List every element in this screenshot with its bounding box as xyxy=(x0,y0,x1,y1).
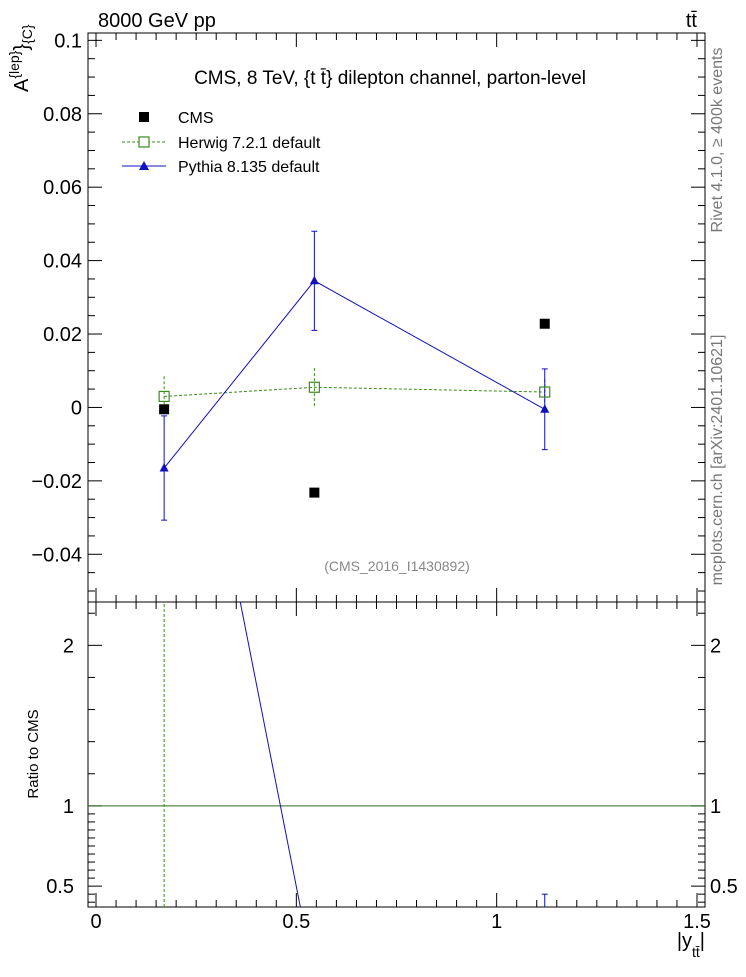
cms-point xyxy=(159,404,170,415)
herwig-point xyxy=(308,381,320,393)
xlabel-end: | xyxy=(700,930,705,952)
xlabel-main: |y xyxy=(677,930,692,952)
plot-title: CMS, 8 TeV, {t t̄} dilepton channel, par… xyxy=(194,68,586,89)
legend: CMS Herwig 7.2.1 default Pythia 8.135 de… xyxy=(122,110,321,176)
main-y-tick-label: 0.06 xyxy=(43,177,82,199)
main-x-ticks xyxy=(95,33,698,602)
legend-marker-herwig xyxy=(138,136,150,148)
herwig-point xyxy=(158,390,170,403)
main-y-tick-label: 0 xyxy=(71,397,82,419)
ratio-y-axis-label: Ratio to CMS xyxy=(25,709,42,798)
main-y-tick-label: −0.02 xyxy=(31,471,82,493)
ylabel-sub2: {C} xyxy=(19,24,35,44)
ratio-pythia-line xyxy=(239,601,301,908)
herwig-point xyxy=(539,386,551,398)
main-y-tick-label: 0.1 xyxy=(54,30,82,52)
cms-point xyxy=(309,487,320,498)
ratio-y-tick-label: 2 xyxy=(63,635,74,657)
herwig-line xyxy=(164,386,545,397)
cms-point xyxy=(539,318,550,329)
x-axis-label: |ytt̄| xyxy=(677,930,705,960)
legend-label-cms: CMS xyxy=(178,110,214,127)
legend-label-herwig: Herwig 7.2.1 default xyxy=(178,135,321,152)
ratio-y-tick-label: 1 xyxy=(63,796,74,818)
svg-text:|ytt̄|: |ytt̄| xyxy=(677,930,705,960)
ylabel-sup: {lep} xyxy=(6,50,22,78)
pythia-point xyxy=(309,275,319,285)
x-tick-label: 0 xyxy=(90,911,101,933)
ratio-frame xyxy=(87,601,706,908)
x-tick-label: 0.5 xyxy=(282,911,310,933)
energy-label: 8000 GeV pp xyxy=(98,10,216,32)
pythia-point xyxy=(159,463,169,472)
x-tick-label: 1.5 xyxy=(683,911,711,933)
legend-label-pythia: Pythia 8.135 default xyxy=(178,159,320,176)
main-y-axis-label: A{lep}}{C} xyxy=(6,24,35,92)
main-y-ticks: −0.04 −0.02 0 0.02 0.04 0.06 0.08 0.1 xyxy=(31,30,705,592)
ratio-plot-area xyxy=(88,601,705,908)
analysis-annotation: (CMS_2016_I1430892) xyxy=(324,558,470,574)
ratio-y-tick-label: 0.5 xyxy=(46,876,74,898)
legend-marker-pythia xyxy=(139,161,149,170)
main-panel: −0.04 −0.02 0 0.02 0.04 0.06 0.08 0.1 CMS, 8 Te… xyxy=(6,24,706,603)
legend-marker-cms xyxy=(139,112,149,122)
ylabel-main: A xyxy=(11,78,33,92)
main-y-tick-label: −0.04 xyxy=(31,544,82,566)
ratio-panel: 0.5 0.5 1 1 2 2 0 0.5 1 1.5 Ratio to CMS |ytt̄| xyxy=(25,601,738,960)
main-y-tick-label: 0.08 xyxy=(43,104,82,126)
ratio-y-tick-label-right: 2 xyxy=(710,635,721,657)
xlabel-sub: tt̄ xyxy=(692,944,700,960)
pythia-point xyxy=(540,404,550,413)
main-y-tick-label: 0.04 xyxy=(43,251,82,273)
main-plot-area xyxy=(158,230,551,521)
pythia-line xyxy=(163,280,545,469)
svg-text:A{lep}}{C}: A{lep}}{C} xyxy=(6,24,35,92)
x-tick-label: 1 xyxy=(491,911,502,933)
mcplots-label: mcplots.cern.ch [arXiv:2401.10621] xyxy=(709,335,726,586)
rivet-version-label: Rivet 4.1.0, ≥ 400k events xyxy=(709,48,726,233)
ratio-y-tick-label-right: 1 xyxy=(710,796,721,818)
ratio-x-ticks: 0 0.5 1 1.5 xyxy=(90,602,711,933)
ratio-y-ticks: 0.5 0.5 1 1 2 2 xyxy=(46,612,738,903)
main-y-tick-label: 0.02 xyxy=(43,324,82,346)
ylabel-sub: } xyxy=(11,44,33,51)
process-label: tt̄ xyxy=(686,10,698,32)
ratio-y-tick-label-right: 0.5 xyxy=(710,876,738,898)
